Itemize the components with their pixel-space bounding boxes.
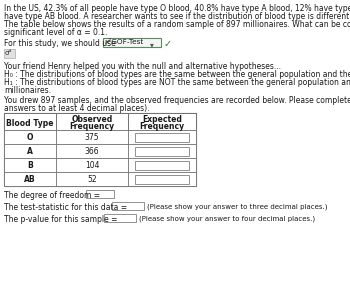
Text: For this study, we should use: For this study, we should use [4,39,118,48]
Text: AB: AB [24,175,36,184]
Text: 52: 52 [87,175,97,184]
Bar [4,130,56,144]
Text: (Please show your answer to four decimal places.): (Please show your answer to four decimal… [139,215,315,221]
Text: In the US, 42.3% of all people have type O blood, 40.8% have type A blood, 12% h: In the US, 42.3% of all people have type… [4,4,350,13]
Bar [4,49,15,58]
Bar [135,174,189,184]
Bar [128,144,196,158]
Text: The table below shows the results of a random sample of 897 millionaires. What c: The table below shows the results of a r… [4,20,350,29]
Text: Expected: Expected [142,115,182,124]
Bar [56,113,128,130]
Text: Frequency: Frequency [139,122,184,131]
Bar [135,146,189,156]
Bar [4,172,56,186]
Text: σᵈ: σᵈ [5,50,13,56]
Bar [135,133,189,142]
Bar [56,130,128,144]
Bar [4,158,56,172]
Text: The p-value for this sample =: The p-value for this sample = [4,215,118,224]
Text: ✓: ✓ [164,38,172,49]
Text: You drew 897 samples, and the observed frequencies are recorded below. Please co: You drew 897 samples, and the observed f… [4,96,350,105]
Bar [135,161,189,169]
Text: 375: 375 [85,133,99,142]
Bar [86,190,114,198]
Bar [4,113,56,130]
Text: millionaires.: millionaires. [4,86,51,95]
Text: The degree of freedom =: The degree of freedom = [4,191,100,200]
Bar [104,214,136,222]
Text: H₀ : The distributions of blood types are the same between the general populatio: H₀ : The distributions of blood types ar… [4,70,350,79]
Bar [128,172,196,186]
Text: B: B [27,161,33,170]
Text: (Please show your answer to three decimal places.): (Please show your answer to three decima… [147,203,328,209]
Text: The test-statistic for this data =: The test-statistic for this data = [4,203,127,212]
Bar [56,172,128,186]
Text: have type AB blood. A researcher wants to see if the distribution of blood type : have type AB blood. A researcher wants t… [4,12,350,21]
Text: Blood Type: Blood Type [6,119,54,129]
Bar [4,144,56,158]
Text: 366: 366 [85,147,99,156]
Text: Observed: Observed [71,115,113,124]
Text: Frequency: Frequency [69,122,114,131]
Text: Your friend Henry helped you with the null and alternative hypotheses...: Your friend Henry helped you with the nu… [4,62,281,71]
Bar [56,144,128,158]
Text: O: O [27,133,33,142]
Bar [112,202,144,210]
Bar [103,38,161,47]
Bar [56,158,128,172]
Bar [128,158,196,172]
Bar [128,130,196,144]
Text: x²GOF-Test: x²GOF-Test [105,40,144,45]
Text: significant level of α = 0.1.: significant level of α = 0.1. [4,28,107,37]
Text: 104: 104 [85,161,99,170]
Bar [4,113,196,186]
Text: A: A [27,147,33,156]
Text: answers to at least 4 decimal places).: answers to at least 4 decimal places). [4,104,149,113]
Text: H₁ : The distributions of blood types are NOT the same between the general popul: H₁ : The distributions of blood types ar… [4,78,350,87]
Bar [128,113,196,130]
Text: ▾: ▾ [150,40,154,49]
